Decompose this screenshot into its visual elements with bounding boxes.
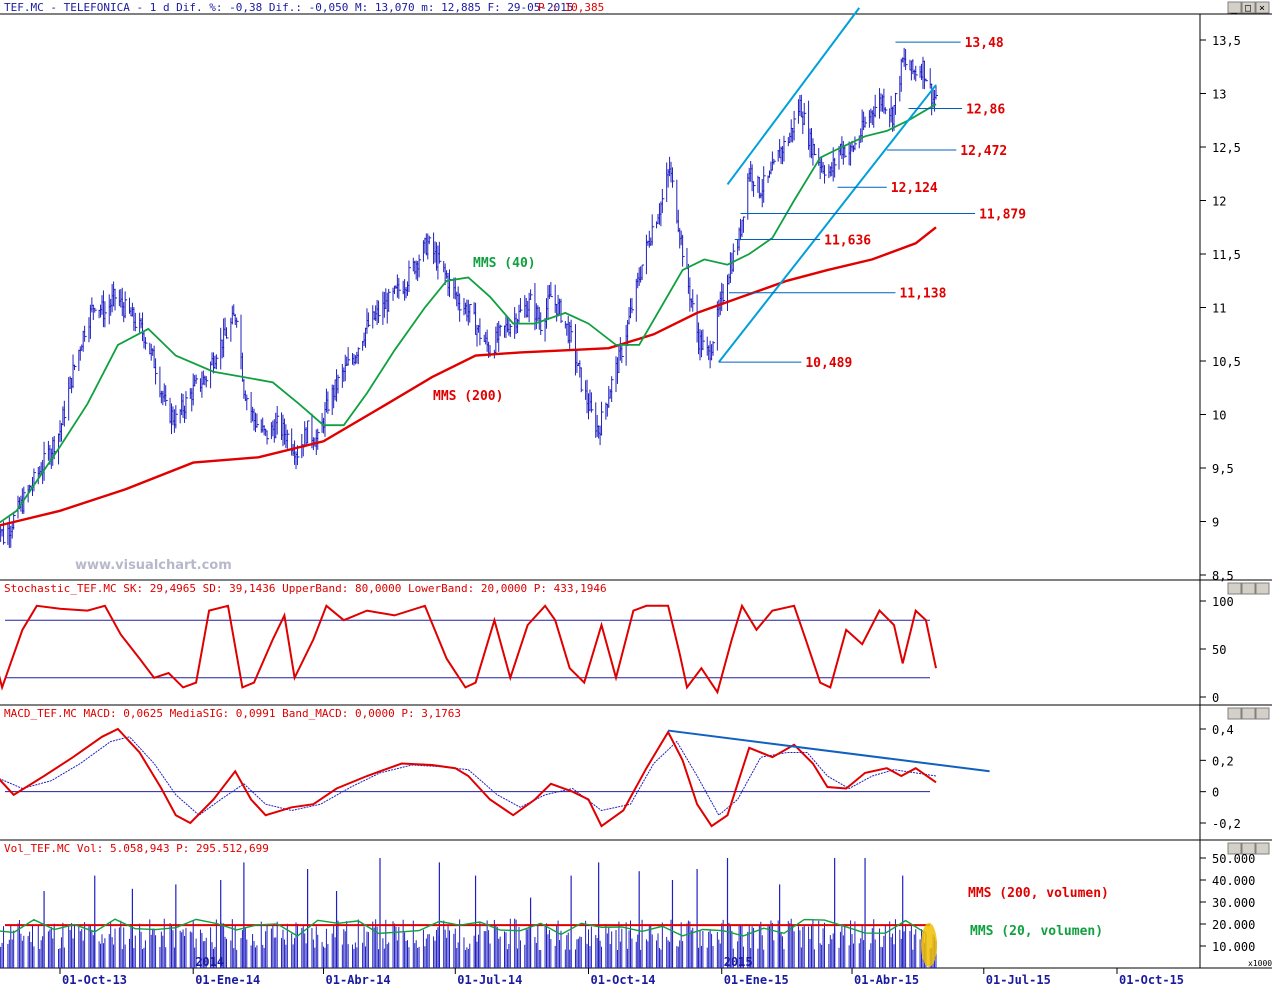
close-icon: × (1259, 3, 1265, 14)
stoch-panel-title: Stochastic_TEF.MC SK: 29,4965 SD: 39,143… (4, 582, 607, 595)
close-button[interactable] (1255, 1, 1270, 14)
price-y-tick-label: 12,5 (1212, 141, 1241, 155)
mms40-label: MMS (40) (473, 256, 536, 271)
volume-panel: 50.000 40.000 30.000 20.000 10.000 (0, 852, 1255, 968)
stoch-y-tick-label: 100 (1212, 595, 1234, 609)
price-y-tick-label: 13 (1212, 88, 1226, 102)
stochastic-panel: 100 50 0 (0, 595, 1234, 705)
x-axis-tick-label: 01-Jul-14 (457, 973, 522, 987)
price-y-tick-label: 9,5 (1212, 462, 1234, 476)
x-axis-year-label: 2015 (724, 955, 753, 969)
price-level-label: 12,472 (960, 144, 1007, 159)
x-axis-tick-label: 01-Oct-15 (1119, 973, 1184, 987)
vol-panel-title: Vol_TEF.MC Vol: 5.058,943 P: 295.512,699 (4, 842, 269, 855)
trend-channel-line (718, 84, 937, 363)
mms200-label: MMS (200) (433, 389, 503, 404)
x-axis-tick-label: 01-Oct-13 (62, 973, 127, 987)
trend-channel (718, 7, 937, 363)
volume-highlight-marker (921, 923, 937, 967)
vol-unit-label: x1000 (1248, 959, 1272, 968)
price-level-label: 12,124 (891, 181, 938, 196)
vol-y-tick-label: 50.000 (1212, 852, 1255, 866)
macd-trendline (668, 729, 990, 773)
macd-minimize-button[interactable] (1227, 707, 1242, 720)
x-axis-tick-label: 01-Ene-14 (195, 973, 260, 987)
price-levels: 13,48 12,86 12,472 12,124 11,879 11,636 11,138… (718, 36, 1026, 371)
x-axis-tick-label: 01-Abr-14 (326, 973, 391, 987)
macd-y-tick-label: 0 (1212, 786, 1219, 800)
vol-close-button[interactable] (1255, 842, 1270, 855)
price-y-tick-label: 12 (1212, 195, 1226, 209)
minimize-icon: _ (1231, 3, 1238, 14)
x-axis-tick-label: 01-Jul-15 (986, 973, 1051, 987)
price-level-label: 10,489 (805, 356, 852, 371)
macd-maximize-button[interactable] (1241, 707, 1256, 720)
price-y-tick-label: 11 (1212, 302, 1226, 316)
macd-y-tick-label: -0,2 (1212, 817, 1241, 831)
price-y-tick-label: 13,5 (1212, 34, 1241, 48)
price-level-label: 11,138 (899, 287, 946, 302)
price-y-tick-label: 11,5 (1212, 248, 1241, 262)
price-level-label: 13,48 (965, 36, 1004, 51)
maximize-icon: □ (1245, 3, 1251, 14)
vol-panel-window-buttons (1227, 842, 1270, 855)
x-axis-tick-label: 01-Ene-15 (724, 973, 789, 987)
macd-y-tick-label: 0,2 (1212, 754, 1234, 768)
vol-y-tick-label: 10.000 (1212, 940, 1255, 954)
vol-y-tick-label: 40.000 (1212, 874, 1255, 888)
macd-y-tick-label: 0,4 (1212, 723, 1234, 737)
price-y-tick-label: 8,5 (1212, 569, 1234, 583)
x-axis-tick-label: 01-Oct-14 (591, 973, 656, 987)
price-y-tick-label: 9 (1212, 516, 1219, 530)
stoch-close-button[interactable] (1255, 582, 1270, 595)
macd-close-button[interactable] (1255, 707, 1270, 720)
minimize-button[interactable] (1227, 1, 1242, 14)
x-axis-year-label: 2014 (195, 955, 224, 969)
stoch-panel-window-buttons (1227, 582, 1270, 595)
stoch-sk-line (0, 603, 937, 695)
chart-header-last: P : 10,385 (538, 1, 604, 14)
price-level-label: 11,636 (824, 233, 871, 248)
vol-maximize-button[interactable] (1241, 842, 1256, 855)
maximize-button[interactable] (1241, 1, 1256, 14)
macd-signal-line (0, 736, 937, 816)
vol-mms20-label: MMS (20, volumen) (970, 924, 1103, 939)
price-bars (0, 47, 939, 548)
stoch-minimize-button[interactable] (1227, 582, 1242, 595)
x-axis: 01-Oct-13 01-Ene-14 01-Abr-14 01-Jul-14 01-O… (59, 955, 1184, 987)
macd-panel-title: MACD_TEF.MC MACD: 0,0625 MediaSIG: 0,099… (4, 707, 461, 720)
x-axis-tick-label: 01-Abr-15 (854, 973, 919, 987)
moving-averages (0, 103, 937, 527)
chart-header: TEF.MC - TELEFONICA - 1 d Dif. %: -0,38 … (4, 1, 574, 14)
price-y-axis: 13,5 13 12,5 12 11,5 11 10,5 10 9,5 9 8,5 (1200, 34, 1241, 583)
mms40-line (0, 103, 937, 524)
price-y-tick-label: 10,5 (1212, 355, 1241, 369)
mms200-line (0, 226, 937, 527)
stoch-y-tick-label: 50 (1212, 643, 1226, 657)
macd-panel: 0,4 0,2 0 -0,2 (0, 723, 1241, 831)
stoch-maximize-button[interactable] (1241, 582, 1256, 595)
vol-y-tick-label: 30.000 (1212, 896, 1255, 910)
price-panel-window-buttons: _ □ × (1227, 1, 1270, 14)
watermark: www.visualchart.com (75, 558, 232, 573)
vol-y-tick-label: 20.000 (1212, 918, 1255, 932)
price-level-label: 12,86 (966, 102, 1005, 117)
macd-line (0, 727, 937, 828)
vol-mms20-line (0, 918, 927, 937)
vol-mms200-label: MMS (200, volumen) (968, 886, 1109, 901)
stoch-y-tick-label: 0 (1212, 691, 1219, 705)
price-level-label: 11,879 (979, 207, 1026, 222)
price-y-tick-label: 10 (1212, 409, 1226, 423)
trend-channel-line (726, 7, 861, 186)
vol-minimize-button[interactable] (1227, 842, 1242, 855)
macd-panel-window-buttons (1227, 707, 1270, 720)
